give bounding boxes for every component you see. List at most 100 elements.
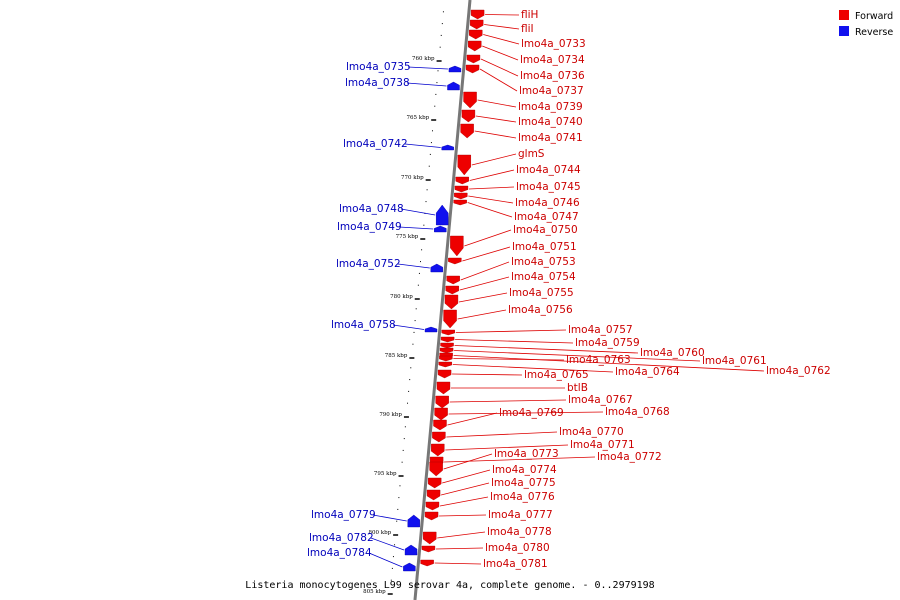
forward-gene-label[interactable]: lmo4a_0770 — [559, 426, 624, 438]
forward-gene-label[interactable]: lmo4a_0740 — [518, 116, 583, 128]
forward-gene-label[interactable]: lmo4a_0753 — [511, 256, 576, 268]
forward-gene-feature[interactable] — [421, 545, 436, 553]
forward-gene-feature[interactable] — [450, 235, 464, 257]
forward-gene-feature[interactable] — [469, 29, 483, 40]
forward-gene-feature[interactable] — [443, 309, 457, 329]
forward-gene-label[interactable]: lmo4a_0745 — [516, 181, 581, 193]
reverse-gene-feature[interactable] — [448, 65, 462, 73]
reverse-gene-feature[interactable] — [434, 225, 447, 233]
reverse-gene-label[interactable]: lmo4a_0779 — [311, 509, 376, 521]
forward-gene-feature[interactable] — [460, 123, 474, 139]
forward-gene-label[interactable]: lmo4a_0756 — [508, 304, 573, 316]
forward-gene-label[interactable]: lmo4a_0755 — [509, 287, 574, 299]
forward-gene-feature[interactable] — [461, 109, 476, 123]
forward-gene-label[interactable]: lmo4a_0733 — [521, 38, 586, 50]
forward-gene-label[interactable]: lmo4a_0739 — [518, 101, 583, 113]
forward-gene-feature[interactable] — [455, 176, 469, 185]
forward-gene-label[interactable]: lmo4a_0764 — [615, 366, 680, 378]
forward-gene-feature[interactable] — [441, 329, 455, 336]
forward-gene-label[interactable]: lmo4a_0778 — [487, 526, 552, 538]
forward-gene-label[interactable]: lmo4a_0763 — [566, 354, 631, 366]
forward-gene-feature[interactable] — [469, 19, 484, 30]
reverse-gene-label[interactable]: lmo4a_0758 — [331, 319, 396, 331]
reverse-gene-label[interactable]: lmo4a_0749 — [337, 221, 402, 233]
forward-gene-feature[interactable] — [448, 257, 462, 265]
forward-gene-feature[interactable] — [440, 336, 455, 343]
forward-gene-feature[interactable] — [463, 91, 477, 109]
forward-gene-label[interactable]: lmo4a_0771 — [570, 439, 635, 451]
forward-gene-label[interactable]: fliI — [521, 23, 534, 35]
forward-gene-feature[interactable] — [424, 511, 439, 521]
forward-gene-label[interactable]: lmo4a_0751 — [512, 241, 577, 253]
forward-gene-label[interactable]: lmo4a_0761 — [702, 355, 767, 367]
reverse-gene-feature[interactable] — [441, 144, 454, 151]
forward-gene-label[interactable]: lmo4a_0746 — [515, 197, 580, 209]
forward-gene-label[interactable]: lmo4a_0768 — [605, 406, 670, 418]
forward-gene-feature[interactable] — [468, 40, 482, 52]
forward-gene-label[interactable]: lmo4a_0767 — [568, 394, 633, 406]
forward-gene-feature[interactable] — [431, 443, 445, 457]
forward-gene-feature[interactable] — [440, 342, 454, 349]
forward-gene-feature[interactable] — [436, 381, 451, 395]
forward-gene-label[interactable]: lmo4a_0741 — [518, 132, 583, 144]
forward-gene-label[interactable]: lmo4a_0780 — [485, 542, 550, 554]
forward-gene-label[interactable]: lmo4a_0734 — [520, 54, 585, 66]
reverse-gene-label[interactable]: lmo4a_0748 — [339, 203, 404, 215]
forward-gene-feature[interactable] — [466, 54, 481, 64]
forward-gene-label[interactable]: lmo4a_0744 — [516, 164, 581, 176]
forward-gene-label[interactable]: lmo4a_0777 — [488, 509, 553, 521]
forward-gene-feature[interactable] — [420, 559, 434, 567]
forward-gene-feature[interactable] — [457, 154, 471, 176]
forward-gene-feature[interactable] — [427, 477, 442, 489]
forward-gene-label[interactable]: lmo4a_0757 — [568, 324, 633, 336]
forward-gene-feature[interactable] — [439, 347, 454, 354]
forward-gene-label[interactable]: lmo4a_0747 — [514, 211, 579, 223]
reverse-gene-feature[interactable] — [430, 263, 443, 273]
forward-gene-feature[interactable] — [434, 407, 448, 421]
forward-gene-feature[interactable] — [445, 285, 459, 295]
forward-gene-feature[interactable] — [432, 431, 446, 443]
forward-gene-feature[interactable] — [439, 355, 453, 362]
forward-gene-label[interactable]: lmo4a_0750 — [513, 224, 578, 236]
forward-gene-feature[interactable] — [437, 369, 452, 379]
forward-gene-feature[interactable] — [446, 275, 460, 285]
forward-gene-feature[interactable] — [438, 361, 453, 368]
reverse-gene-label[interactable]: lmo4a_0752 — [336, 258, 401, 270]
reverse-gene-feature[interactable] — [403, 562, 416, 572]
forward-gene-label[interactable]: glmS — [518, 148, 545, 160]
forward-gene-label[interactable]: lmo4a_0736 — [520, 70, 585, 82]
forward-gene-feature[interactable] — [465, 64, 480, 74]
forward-gene-label[interactable]: lmo4a_0774 — [492, 464, 557, 476]
forward-gene-feature[interactable] — [429, 461, 443, 477]
forward-gene-label[interactable]: btlB — [567, 382, 588, 394]
forward-gene-feature[interactable] — [435, 395, 449, 409]
forward-gene-feature[interactable] — [470, 9, 485, 20]
forward-gene-feature[interactable] — [453, 199, 467, 206]
forward-gene-feature[interactable] — [426, 489, 441, 501]
forward-gene-feature[interactable] — [454, 185, 469, 193]
reverse-gene-feature[interactable] — [407, 514, 420, 528]
forward-gene-label[interactable]: lmo4a_0754 — [511, 271, 576, 283]
reverse-gene-label[interactable]: lmo4a_0742 — [343, 138, 408, 150]
forward-gene-label[interactable]: lmo4a_0765 — [524, 369, 589, 381]
forward-gene-label[interactable]: lmo4a_0760 — [640, 347, 705, 359]
forward-gene-label[interactable]: lmo4a_0769 — [499, 407, 564, 419]
reverse-gene-feature[interactable] — [436, 204, 449, 226]
forward-gene-label[interactable]: lmo4a_0775 — [491, 477, 556, 489]
reverse-gene-label[interactable]: lmo4a_0782 — [309, 532, 374, 544]
forward-gene-label[interactable]: lmo4a_0776 — [490, 491, 555, 503]
reverse-gene-label[interactable]: lmo4a_0784 — [307, 547, 372, 559]
forward-gene-label[interactable]: lmo4a_0759 — [575, 337, 640, 349]
reverse-gene-label[interactable]: lmo4a_0735 — [346, 61, 411, 73]
reverse-gene-feature[interactable] — [424, 326, 438, 333]
forward-gene-feature[interactable] — [433, 419, 447, 431]
forward-gene-feature[interactable] — [454, 192, 468, 200]
forward-gene-label[interactable]: lmo4a_0781 — [483, 558, 548, 570]
forward-gene-label[interactable]: fliH — [521, 9, 538, 21]
forward-gene-feature[interactable] — [425, 501, 440, 511]
forward-gene-label[interactable]: lmo4a_0737 — [519, 85, 584, 97]
forward-gene-label[interactable]: lmo4a_0773 — [494, 448, 559, 460]
reverse-gene-feature[interactable] — [404, 544, 418, 556]
forward-gene-label[interactable]: lmo4a_0772 — [597, 451, 662, 463]
reverse-gene-label[interactable]: lmo4a_0738 — [345, 77, 410, 89]
